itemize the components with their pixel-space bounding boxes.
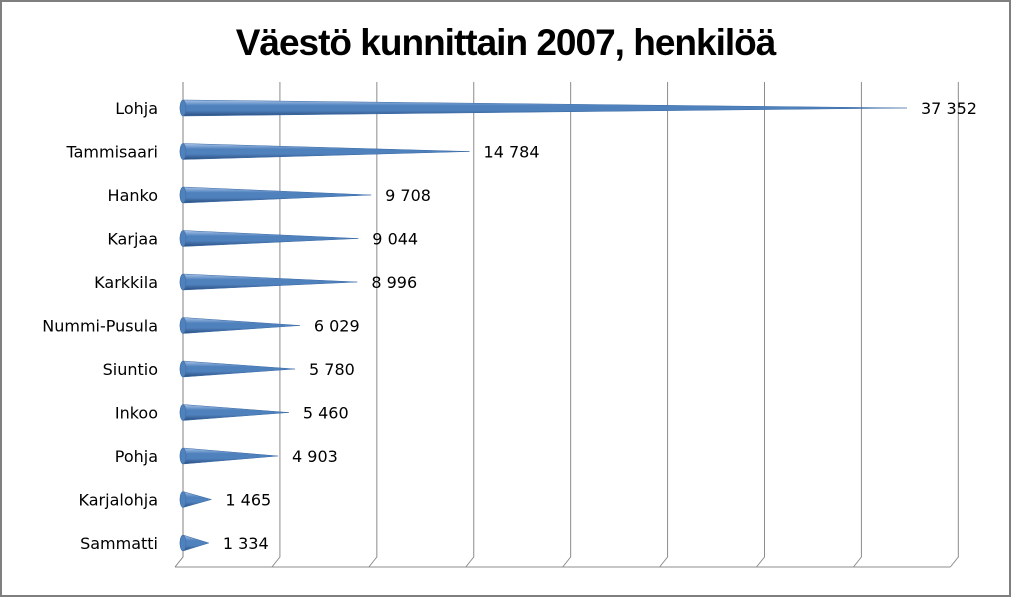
bar-tammisaari xyxy=(179,143,470,160)
value-label: 14 784 xyxy=(484,143,540,162)
gridline xyxy=(368,82,378,568)
value-label: 5 780 xyxy=(309,360,355,379)
value-label: 4 903 xyxy=(292,447,338,466)
bar-karkkila xyxy=(179,273,358,291)
value-label: 5 460 xyxy=(303,404,349,423)
category-label: Siuntio xyxy=(103,360,158,379)
value-label: 1 465 xyxy=(225,491,271,510)
bar-base xyxy=(179,230,187,247)
bar-nummi-pusula xyxy=(179,317,300,334)
bar-base xyxy=(179,143,187,160)
gridline xyxy=(853,82,862,568)
category-label: Karjaa xyxy=(107,230,158,249)
category-label: Nummi-Pusula xyxy=(42,317,158,336)
category-label: Hanko xyxy=(108,186,158,205)
bar-inkoo xyxy=(179,404,289,421)
bar-lohja xyxy=(179,99,908,117)
bar-siuntio xyxy=(179,360,296,378)
bar-karjaa xyxy=(179,230,359,247)
bar-base xyxy=(179,491,187,508)
gridline xyxy=(562,82,572,568)
gridline xyxy=(465,82,475,568)
bar-hanko xyxy=(179,186,372,204)
bar-base xyxy=(179,317,187,334)
chart-title: Väestö kunnittain 2007, henkilöä xyxy=(235,22,777,63)
bar-base xyxy=(179,360,187,378)
value-label: 6 029 xyxy=(314,317,360,336)
gridline xyxy=(659,82,669,568)
category-label: Karkkila xyxy=(94,273,158,292)
category-label: Lohja xyxy=(115,99,158,118)
category-label: Tammisaari xyxy=(65,143,158,162)
gridline xyxy=(756,82,765,568)
value-label: 8 996 xyxy=(371,273,417,292)
value-label: 37 352 xyxy=(921,99,977,118)
category-label: Inkoo xyxy=(115,404,158,423)
bar-base xyxy=(179,447,187,465)
value-label: 9 044 xyxy=(372,230,418,249)
gridline xyxy=(949,82,959,568)
category-label: Sammatti xyxy=(80,534,158,553)
value-label: 1 334 xyxy=(223,534,269,553)
category-label: Pohja xyxy=(115,447,158,466)
bar-base xyxy=(179,273,187,291)
bar-pohja xyxy=(179,447,279,465)
bar-base xyxy=(179,99,187,117)
bar-base xyxy=(179,404,187,421)
category-label: Karjalohja xyxy=(79,491,158,510)
bar-base xyxy=(179,186,187,204)
bar-base xyxy=(179,534,187,552)
value-label: 9 708 xyxy=(385,186,431,205)
